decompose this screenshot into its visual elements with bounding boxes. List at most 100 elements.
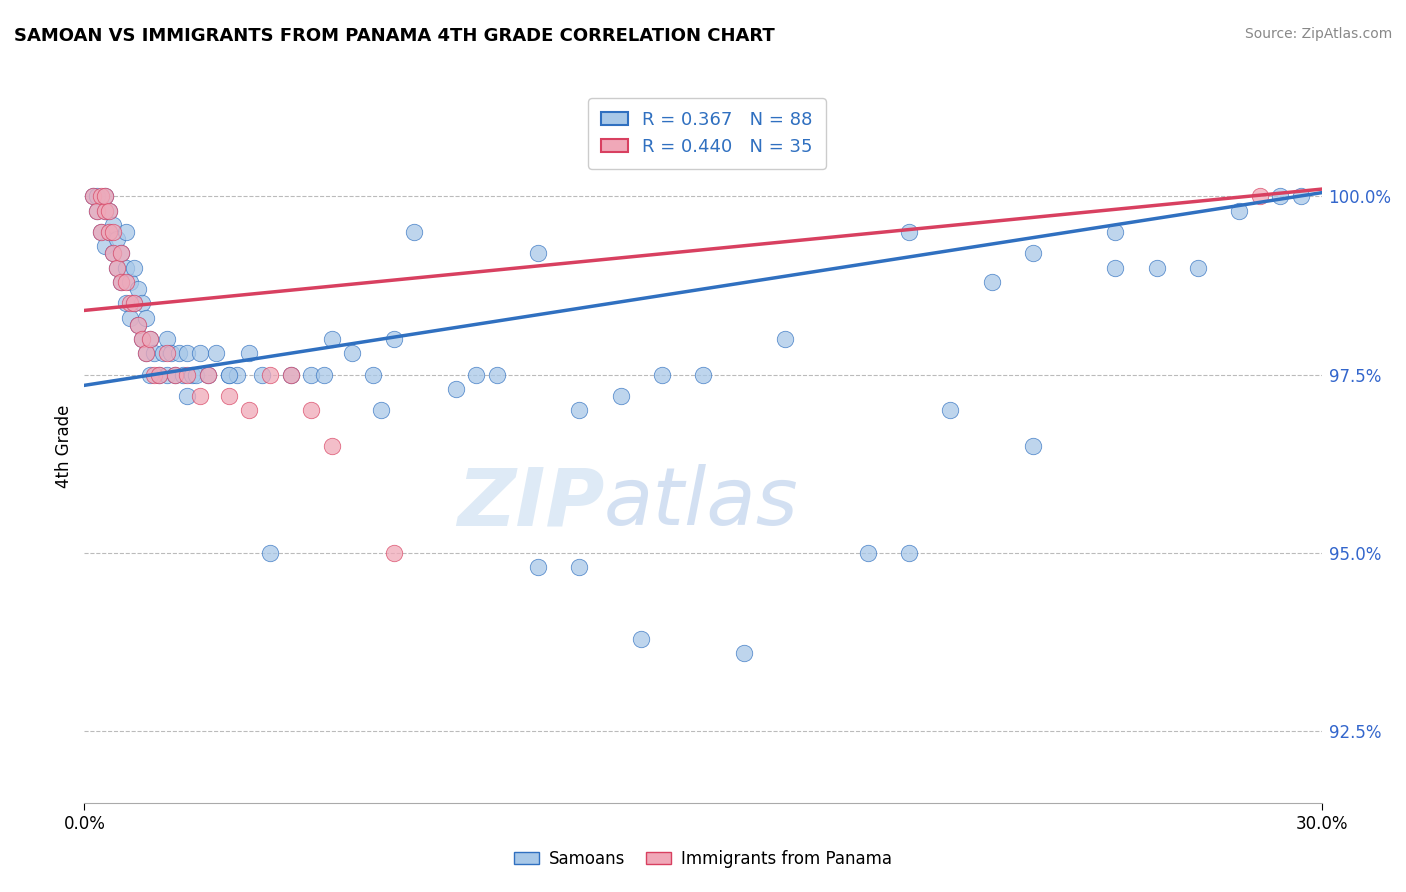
Point (118, 296, 141, 310)
Point (148, 368, 170, 382)
Point (152, 346, 174, 360)
Point (404, 225, 426, 239)
Point (184, 368, 207, 382)
Point (94, 203, 117, 218)
Text: ZIP: ZIP (457, 464, 605, 542)
Point (90, 225, 112, 239)
Point (299, 403, 322, 417)
Point (485, 368, 508, 382)
Legend: R = 0.367   N = 88, R = 0.440   N = 35: R = 0.367 N = 88, R = 0.440 N = 35 (588, 98, 825, 169)
Point (94, 189, 117, 203)
Point (568, 560, 591, 574)
Point (856, 546, 879, 560)
Point (1227, 203, 1250, 218)
Point (180, 368, 202, 382)
Point (188, 346, 211, 360)
Point (90, 225, 112, 239)
Point (98, 203, 121, 218)
Point (114, 260, 136, 275)
Point (197, 368, 219, 382)
Point (361, 368, 384, 382)
Point (143, 346, 166, 360)
Point (131, 332, 153, 346)
Point (156, 346, 179, 360)
Point (156, 368, 179, 382)
Point (609, 389, 631, 403)
Point (980, 275, 1002, 289)
Point (110, 275, 132, 289)
Point (114, 296, 136, 310)
Point (898, 546, 921, 560)
Point (114, 225, 136, 239)
Point (238, 346, 260, 360)
Point (188, 389, 211, 403)
Point (312, 368, 335, 382)
Point (280, 368, 302, 382)
Point (259, 546, 281, 560)
Text: Source: ZipAtlas.com: Source: ZipAtlas.com (1244, 27, 1392, 41)
Point (103, 225, 125, 239)
Point (1289, 189, 1312, 203)
Point (90, 189, 112, 203)
Point (156, 332, 179, 346)
Point (465, 368, 488, 382)
Point (176, 368, 198, 382)
Point (1022, 246, 1045, 260)
Point (165, 368, 187, 382)
Point (197, 368, 219, 382)
Point (98, 203, 121, 218)
Point (444, 382, 467, 396)
Point (382, 332, 405, 346)
Point (139, 332, 162, 346)
Point (110, 246, 132, 260)
Point (131, 296, 153, 310)
Text: SAMOAN VS IMMIGRANTS FROM PANAMA 4TH GRADE CORRELATION CHART: SAMOAN VS IMMIGRANTS FROM PANAMA 4TH GRA… (14, 27, 775, 45)
Point (176, 389, 198, 403)
Point (165, 368, 187, 382)
Point (527, 560, 550, 574)
Point (238, 403, 260, 417)
Point (1187, 260, 1209, 275)
Point (135, 346, 157, 360)
Point (775, 332, 797, 346)
Point (250, 368, 273, 382)
Point (259, 368, 281, 382)
Legend: Samoans, Immigrants from Panama: Samoans, Immigrants from Panama (508, 844, 898, 875)
Point (103, 218, 125, 232)
Point (898, 225, 921, 239)
Point (218, 368, 240, 382)
Point (94, 239, 117, 253)
Point (342, 346, 364, 360)
Point (167, 346, 190, 360)
Point (131, 332, 153, 346)
Point (630, 632, 652, 646)
Point (105, 260, 128, 275)
Point (103, 246, 125, 260)
Point (205, 346, 228, 360)
Point (321, 332, 343, 346)
Point (103, 246, 125, 260)
Point (527, 246, 550, 260)
Point (86, 189, 108, 203)
Point (139, 332, 162, 346)
Point (1146, 260, 1168, 275)
Point (94, 203, 117, 218)
Point (651, 368, 673, 382)
Point (114, 275, 136, 289)
Point (1270, 189, 1292, 203)
Point (118, 275, 141, 289)
Point (82, 189, 104, 203)
Y-axis label: 4th Grade: 4th Grade (55, 404, 73, 488)
Point (98, 225, 121, 239)
Point (733, 646, 755, 660)
Point (280, 368, 302, 382)
Point (122, 260, 145, 275)
Point (110, 275, 132, 289)
Point (98, 225, 121, 239)
Point (110, 246, 132, 260)
Point (1249, 189, 1271, 203)
Point (160, 346, 183, 360)
Point (176, 346, 198, 360)
Point (218, 368, 240, 382)
Point (218, 389, 240, 403)
